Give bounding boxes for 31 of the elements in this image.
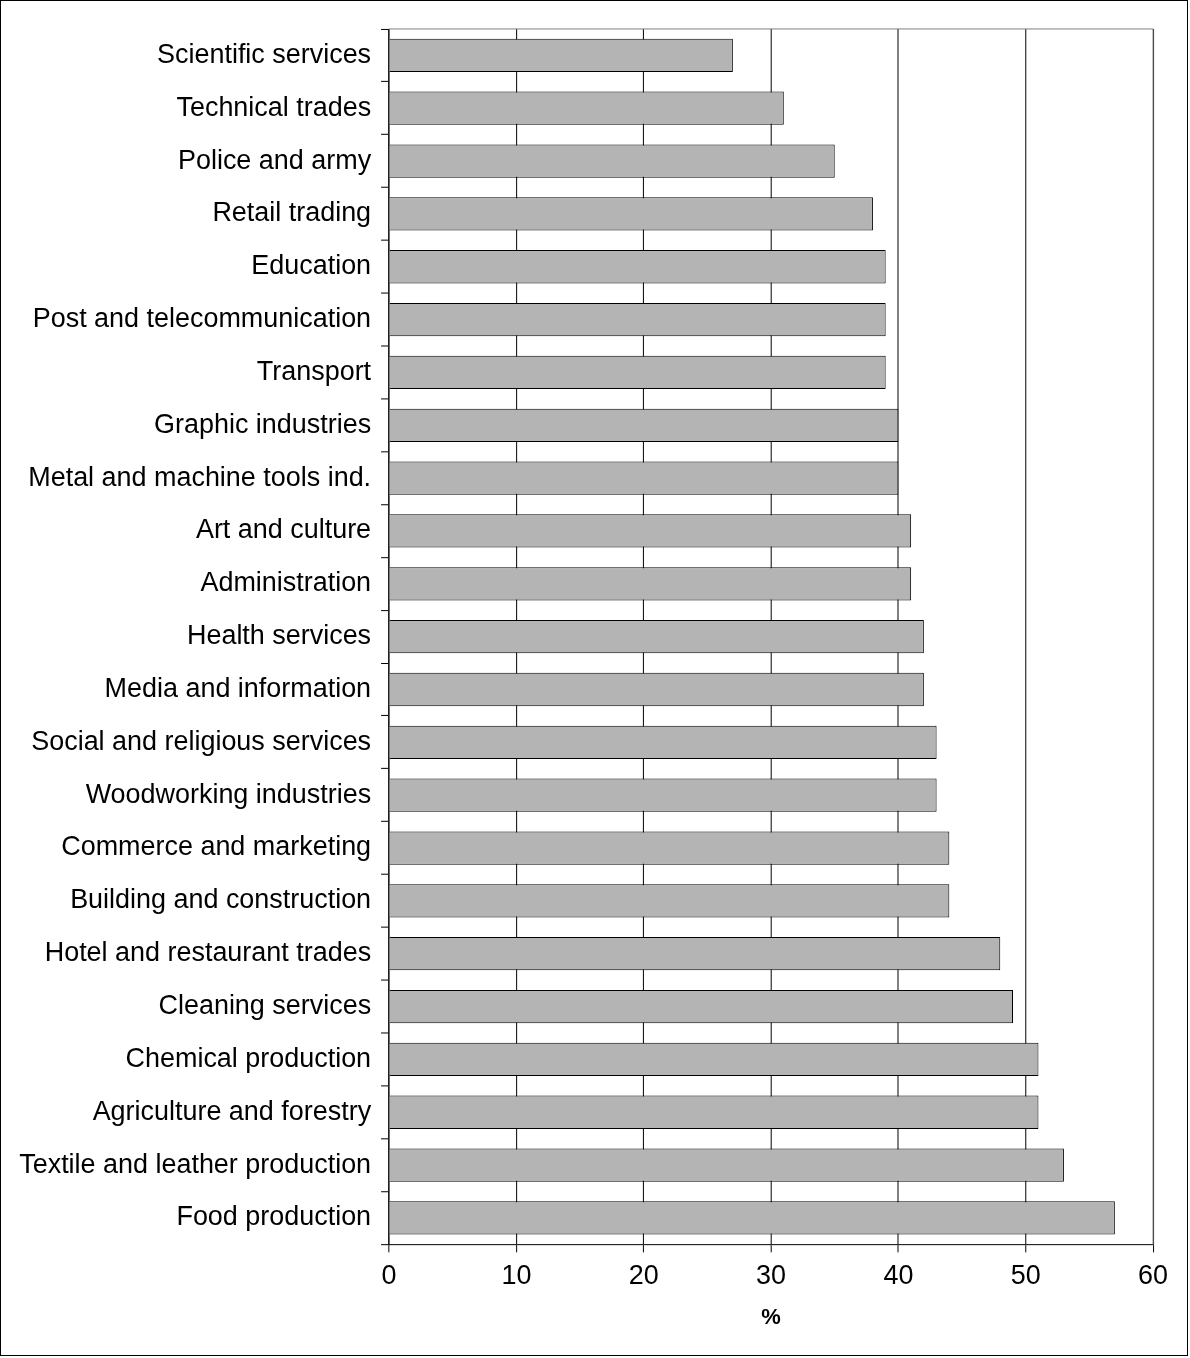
y-tick-label: Graphic industries — [154, 408, 372, 439]
x-tick-label: 0 — [381, 1259, 397, 1290]
y-tick-label: Metal and machine tools ind. — [28, 461, 372, 492]
x-tick-label: 20 — [628, 1259, 659, 1290]
y-tick-label: Post and telecommunication — [32, 303, 372, 334]
y-tick-label: Retail trading — [212, 197, 372, 228]
x-axis-title: % — [761, 1303, 781, 1329]
y-tick-label: Health services — [186, 620, 372, 651]
y-tick-label: Police and army — [177, 144, 372, 175]
x-tick-label: 10 — [501, 1259, 532, 1290]
y-tick-label: Chemical production — [125, 1042, 372, 1073]
y-tick-label: Commerce and marketing — [61, 831, 372, 862]
y-tick-label: Textile and leather production — [19, 1148, 372, 1179]
y-tick-label: Social and religious services — [31, 725, 372, 756]
y-tick-label: Art and culture — [195, 514, 372, 545]
x-tick-label: 40 — [883, 1259, 914, 1290]
x-tick-label: 50 — [1010, 1259, 1041, 1290]
y-tick-label: Agriculture and forestry — [92, 1095, 372, 1126]
y-tick-label: Hotel and restaurant trades — [44, 937, 372, 968]
x-tick-label: 30 — [756, 1259, 787, 1290]
x-tick-label: 60 — [1138, 1259, 1169, 1290]
y-tick-label: Food production — [176, 1201, 372, 1232]
y-tick-label: Scientific services — [157, 38, 372, 69]
y-tick-label: Cleaning services — [158, 990, 372, 1021]
y-tick-label: Administration — [200, 567, 372, 598]
y-tick-label: Technical trades — [176, 91, 372, 122]
y-tick-label: Woodworking industries — [85, 778, 372, 809]
y-tick-label: Education — [251, 250, 372, 281]
y-tick-label: Media and information — [104, 672, 372, 703]
y-tick-label: Building and construction — [70, 884, 372, 915]
y-tick-label: Transport — [256, 355, 372, 386]
